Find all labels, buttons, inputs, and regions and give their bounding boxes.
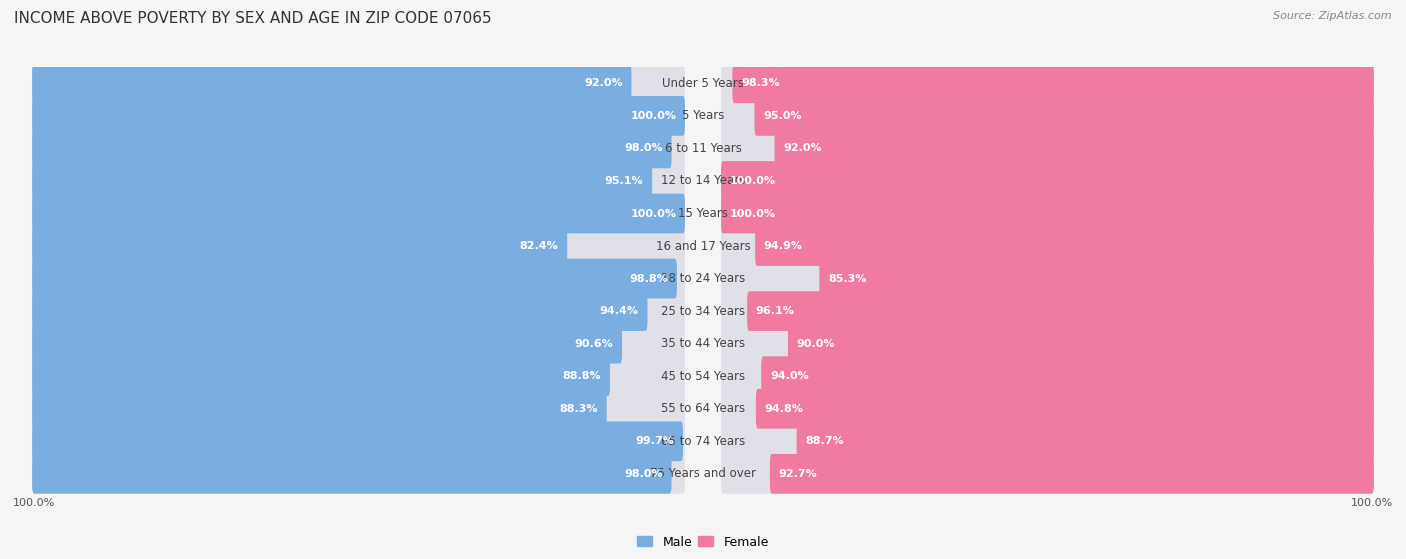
FancyBboxPatch shape <box>32 129 685 168</box>
Text: 92.0%: 92.0% <box>783 144 823 153</box>
Text: 82.4%: 82.4% <box>520 241 558 251</box>
Text: 98.0%: 98.0% <box>624 144 662 153</box>
Text: 100.0%: 100.0% <box>730 176 776 186</box>
FancyBboxPatch shape <box>721 193 1374 233</box>
Text: 16 and 17 Years: 16 and 17 Years <box>655 240 751 253</box>
Text: 100.0%: 100.0% <box>630 209 676 219</box>
Text: 88.7%: 88.7% <box>806 436 844 446</box>
Text: 95.0%: 95.0% <box>763 111 801 121</box>
Text: Under 5 Years: Under 5 Years <box>662 77 744 90</box>
FancyBboxPatch shape <box>32 421 685 461</box>
Text: 100.0%: 100.0% <box>630 111 676 121</box>
Text: 94.0%: 94.0% <box>770 371 808 381</box>
FancyBboxPatch shape <box>721 193 1374 233</box>
FancyBboxPatch shape <box>32 324 685 363</box>
Text: 85.3%: 85.3% <box>828 273 866 283</box>
Text: 65 to 74 Years: 65 to 74 Years <box>661 435 745 448</box>
FancyBboxPatch shape <box>721 454 1374 494</box>
FancyBboxPatch shape <box>787 324 1374 363</box>
FancyBboxPatch shape <box>32 454 672 494</box>
FancyBboxPatch shape <box>32 161 685 201</box>
FancyBboxPatch shape <box>721 291 1374 331</box>
Text: 88.3%: 88.3% <box>560 404 598 414</box>
FancyBboxPatch shape <box>32 129 672 168</box>
Text: 94.4%: 94.4% <box>600 306 638 316</box>
FancyBboxPatch shape <box>721 356 1374 396</box>
FancyBboxPatch shape <box>775 129 1374 168</box>
Text: 12 to 14 Years: 12 to 14 Years <box>661 174 745 187</box>
FancyBboxPatch shape <box>32 356 685 396</box>
FancyBboxPatch shape <box>32 454 685 494</box>
FancyBboxPatch shape <box>721 259 1374 299</box>
FancyBboxPatch shape <box>721 161 1374 201</box>
FancyBboxPatch shape <box>32 389 606 429</box>
Text: 92.0%: 92.0% <box>583 78 623 88</box>
Legend: Male, Female: Male, Female <box>633 530 773 553</box>
FancyBboxPatch shape <box>32 291 685 331</box>
FancyBboxPatch shape <box>32 259 685 299</box>
FancyBboxPatch shape <box>761 356 1374 396</box>
Text: 100.0%: 100.0% <box>13 498 55 508</box>
FancyBboxPatch shape <box>721 226 1374 266</box>
Text: Source: ZipAtlas.com: Source: ZipAtlas.com <box>1274 11 1392 21</box>
FancyBboxPatch shape <box>32 421 683 461</box>
FancyBboxPatch shape <box>32 64 631 103</box>
Text: 100.0%: 100.0% <box>1351 498 1393 508</box>
Text: 15 Years: 15 Years <box>678 207 728 220</box>
Text: 18 to 24 Years: 18 to 24 Years <box>661 272 745 285</box>
FancyBboxPatch shape <box>756 389 1374 429</box>
FancyBboxPatch shape <box>32 64 685 103</box>
Text: 88.8%: 88.8% <box>562 371 602 381</box>
FancyBboxPatch shape <box>820 259 1374 299</box>
Text: 90.0%: 90.0% <box>797 339 835 349</box>
FancyBboxPatch shape <box>721 64 1374 103</box>
Text: 90.6%: 90.6% <box>575 339 613 349</box>
Text: 100.0%: 100.0% <box>730 209 776 219</box>
Text: INCOME ABOVE POVERTY BY SEX AND AGE IN ZIP CODE 07065: INCOME ABOVE POVERTY BY SEX AND AGE IN Z… <box>14 11 492 26</box>
FancyBboxPatch shape <box>797 421 1374 461</box>
Text: 5 Years: 5 Years <box>682 110 724 122</box>
FancyBboxPatch shape <box>721 96 1374 136</box>
FancyBboxPatch shape <box>733 64 1374 103</box>
FancyBboxPatch shape <box>32 226 567 266</box>
FancyBboxPatch shape <box>755 226 1374 266</box>
FancyBboxPatch shape <box>32 291 648 331</box>
Text: 98.0%: 98.0% <box>624 469 662 479</box>
FancyBboxPatch shape <box>770 454 1374 494</box>
FancyBboxPatch shape <box>747 291 1374 331</box>
FancyBboxPatch shape <box>755 96 1374 136</box>
Text: 95.1%: 95.1% <box>605 176 644 186</box>
FancyBboxPatch shape <box>32 193 685 233</box>
FancyBboxPatch shape <box>32 356 610 396</box>
Text: 94.9%: 94.9% <box>763 241 803 251</box>
Text: 35 to 44 Years: 35 to 44 Years <box>661 337 745 350</box>
Text: 75 Years and over: 75 Years and over <box>650 467 756 480</box>
FancyBboxPatch shape <box>32 96 685 136</box>
FancyBboxPatch shape <box>32 324 621 363</box>
Text: 55 to 64 Years: 55 to 64 Years <box>661 402 745 415</box>
FancyBboxPatch shape <box>721 129 1374 168</box>
FancyBboxPatch shape <box>721 389 1374 429</box>
Text: 98.3%: 98.3% <box>741 78 780 88</box>
Text: 6 to 11 Years: 6 to 11 Years <box>665 142 741 155</box>
Text: 98.8%: 98.8% <box>630 273 668 283</box>
Text: 45 to 54 Years: 45 to 54 Years <box>661 369 745 383</box>
FancyBboxPatch shape <box>721 161 1374 201</box>
FancyBboxPatch shape <box>32 161 652 201</box>
Text: 92.7%: 92.7% <box>779 469 817 479</box>
FancyBboxPatch shape <box>32 96 685 136</box>
FancyBboxPatch shape <box>721 324 1374 363</box>
Text: 94.8%: 94.8% <box>765 404 803 414</box>
FancyBboxPatch shape <box>32 193 685 233</box>
FancyBboxPatch shape <box>32 226 685 266</box>
Text: 96.1%: 96.1% <box>756 306 794 316</box>
FancyBboxPatch shape <box>32 389 685 429</box>
Text: 25 to 34 Years: 25 to 34 Years <box>661 305 745 318</box>
FancyBboxPatch shape <box>32 259 676 299</box>
Text: 99.7%: 99.7% <box>636 436 675 446</box>
FancyBboxPatch shape <box>721 421 1374 461</box>
